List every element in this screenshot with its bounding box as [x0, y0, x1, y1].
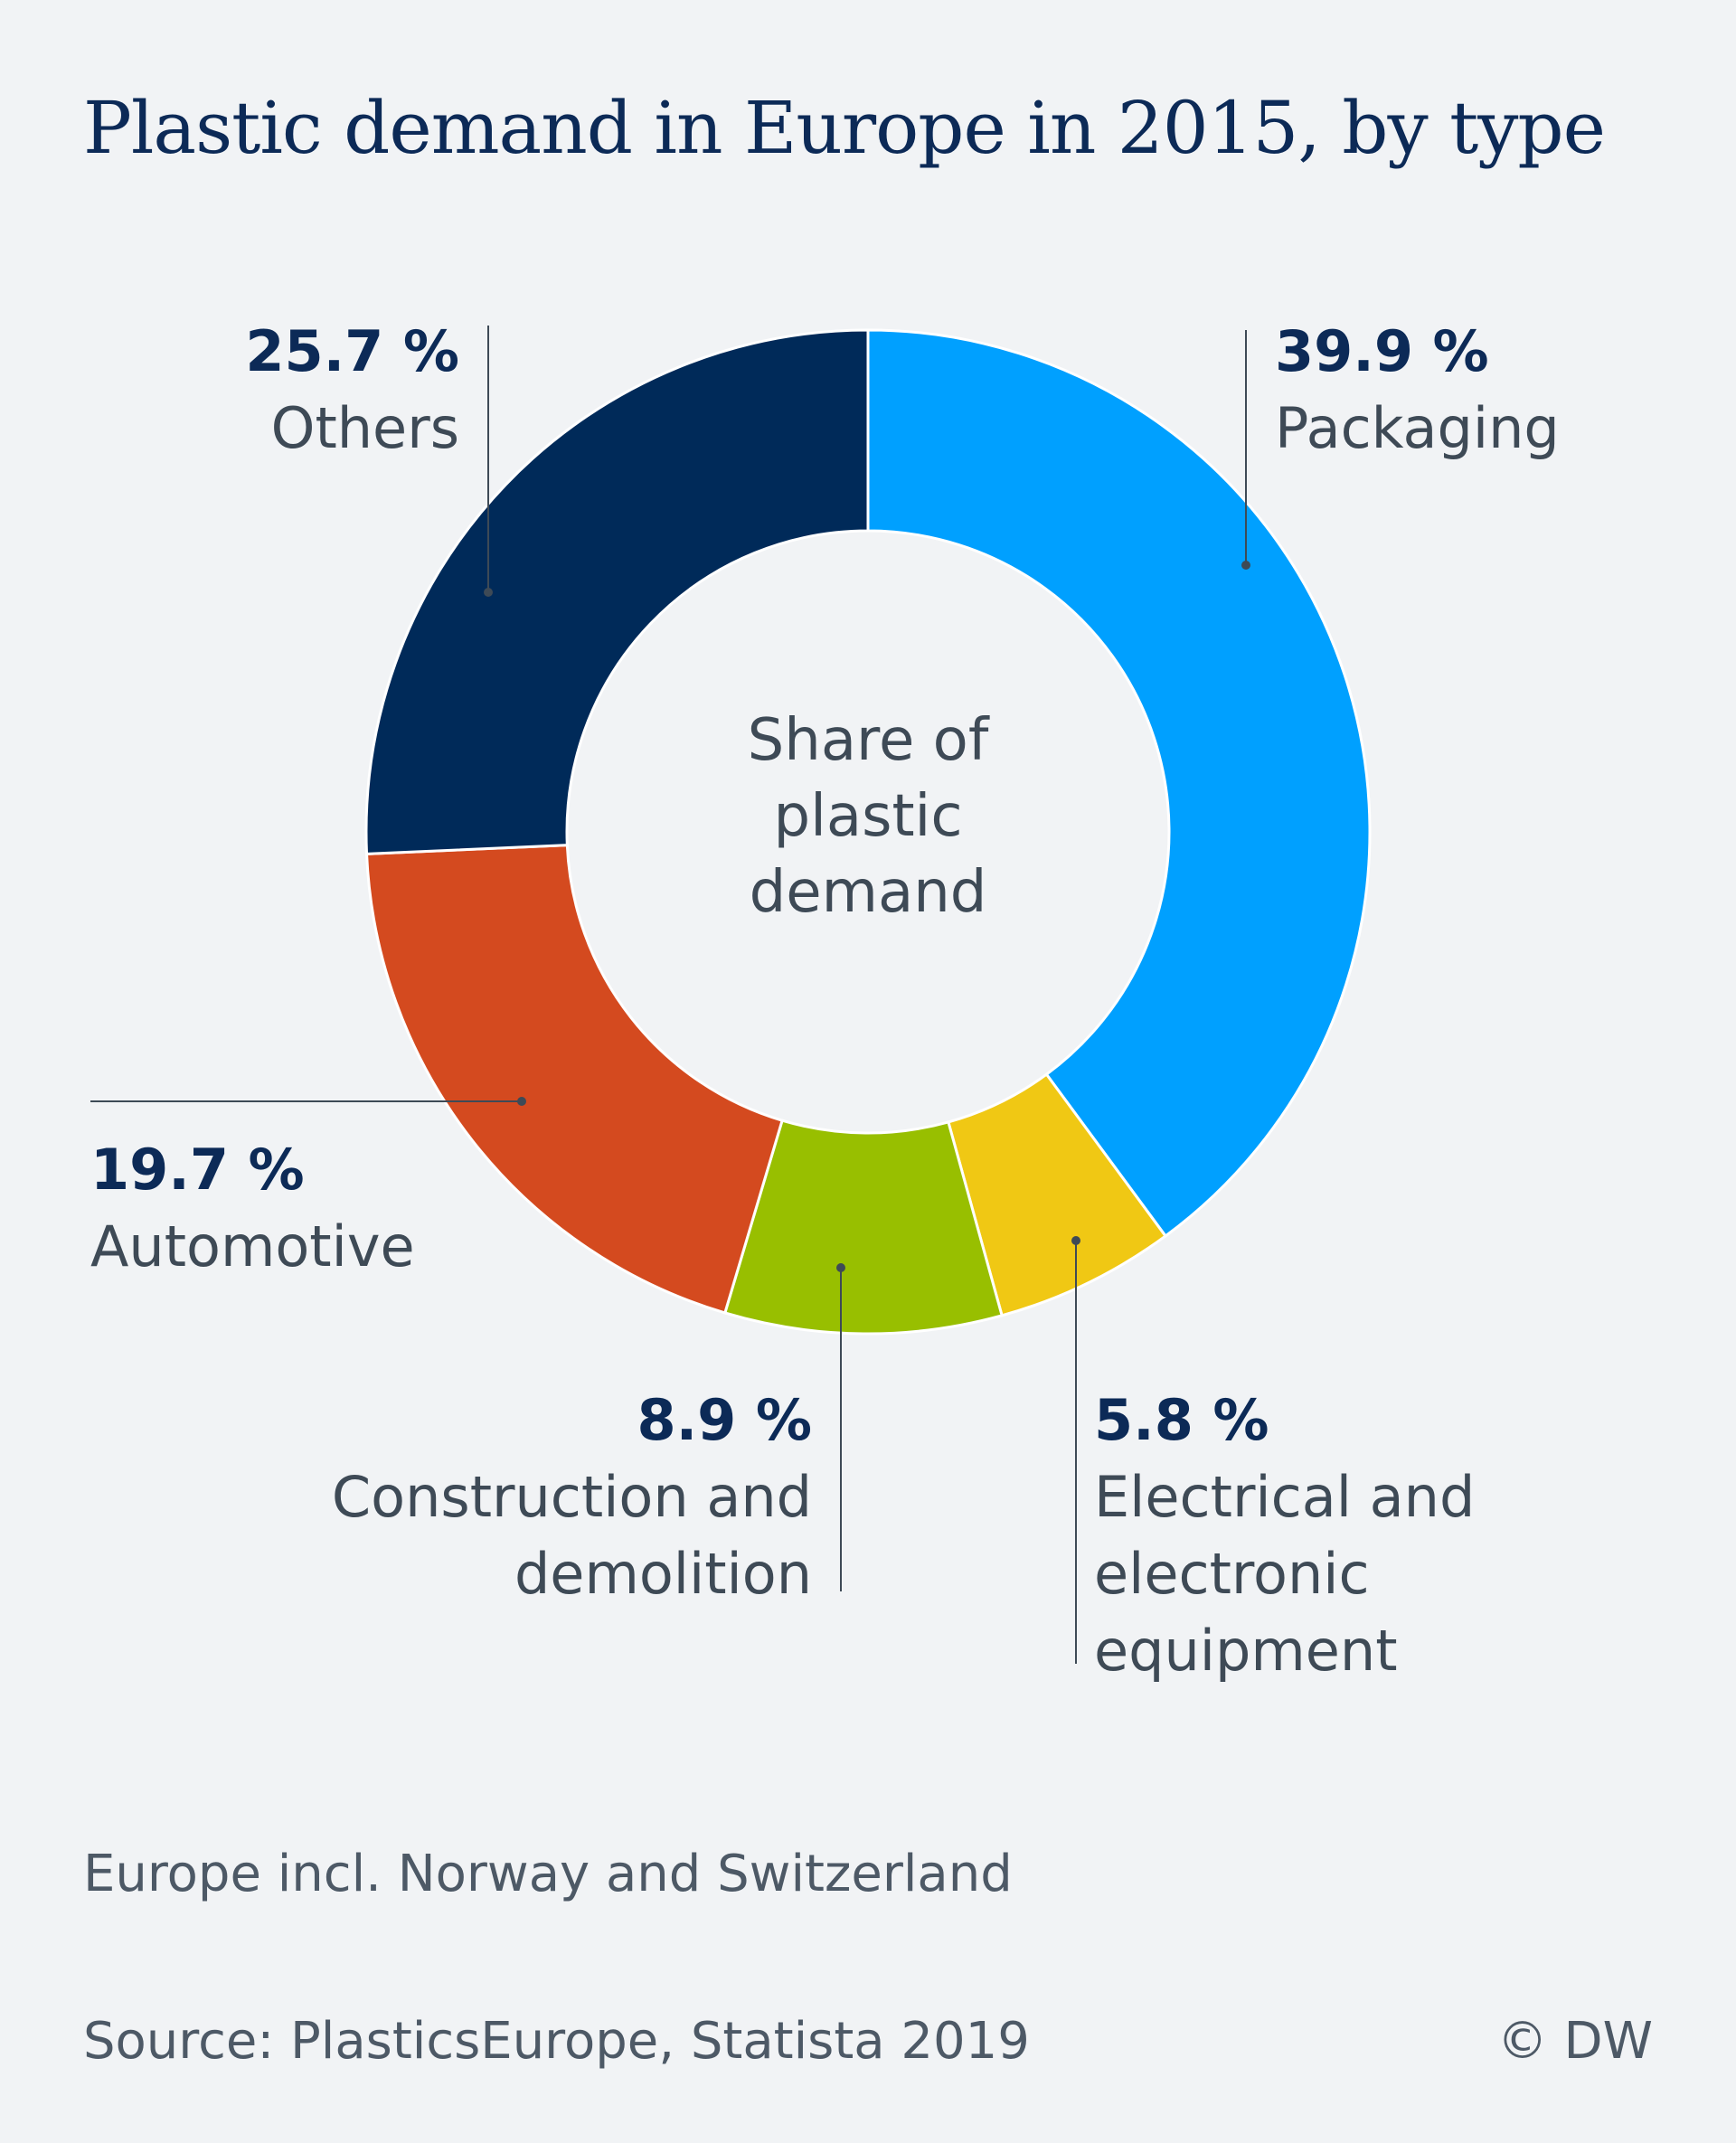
category-label-electrical-and-electronic-equipment: Electrical and electronic equipment	[1094, 1464, 1475, 1684]
category-label-automotive: Automotive	[90, 1213, 415, 1279]
donut-chart: 39.9 % Packaging 5.8 % Electrical and electr…	[90, 318, 1560, 1684]
value-label-others: 25.7 %	[245, 318, 459, 384]
dw-credit: © DW	[1496, 2012, 1653, 2071]
category-label-packaging: Packaging	[1275, 395, 1560, 461]
donut-slices	[364, 328, 1372, 1336]
slice-packaging	[866, 328, 1372, 1239]
chart-title: Plastic demand in Europe in 2015, by typ…	[83, 86, 1606, 170]
slice-labels: 39.9 % Packaging 5.8 % Electrical and electr…	[90, 318, 1560, 1684]
center-label: Share of plastic demand	[748, 707, 990, 926]
leader-dot-construction-and-demolition	[836, 1263, 845, 1272]
leader-lines	[90, 326, 1250, 1664]
slice-automotive	[364, 844, 784, 1315]
value-label-construction-and-demolition: 8.9 %	[637, 1387, 812, 1453]
leader-dot-automotive	[517, 1097, 526, 1106]
source-text: Source: PlasticsEurope, Statista 2019	[83, 2012, 1030, 2071]
slice-others	[364, 328, 870, 855]
category-label-others: Others	[271, 395, 459, 461]
category-label-construction-and-demolition: Construction and demolition	[332, 1464, 812, 1607]
leader-dot-electrical-and-electronic-equipment	[1071, 1236, 1080, 1245]
leader-dot-packaging	[1241, 561, 1250, 570]
footnote: Europe incl. Norway and Switzerland	[83, 1845, 1013, 1903]
value-label-electrical-and-electronic-equipment: 5.8 %	[1094, 1387, 1269, 1453]
leader-dot-others	[484, 588, 493, 597]
value-label-packaging: 39.9 %	[1275, 318, 1489, 384]
value-label-automotive: 19.7 %	[90, 1137, 305, 1203]
